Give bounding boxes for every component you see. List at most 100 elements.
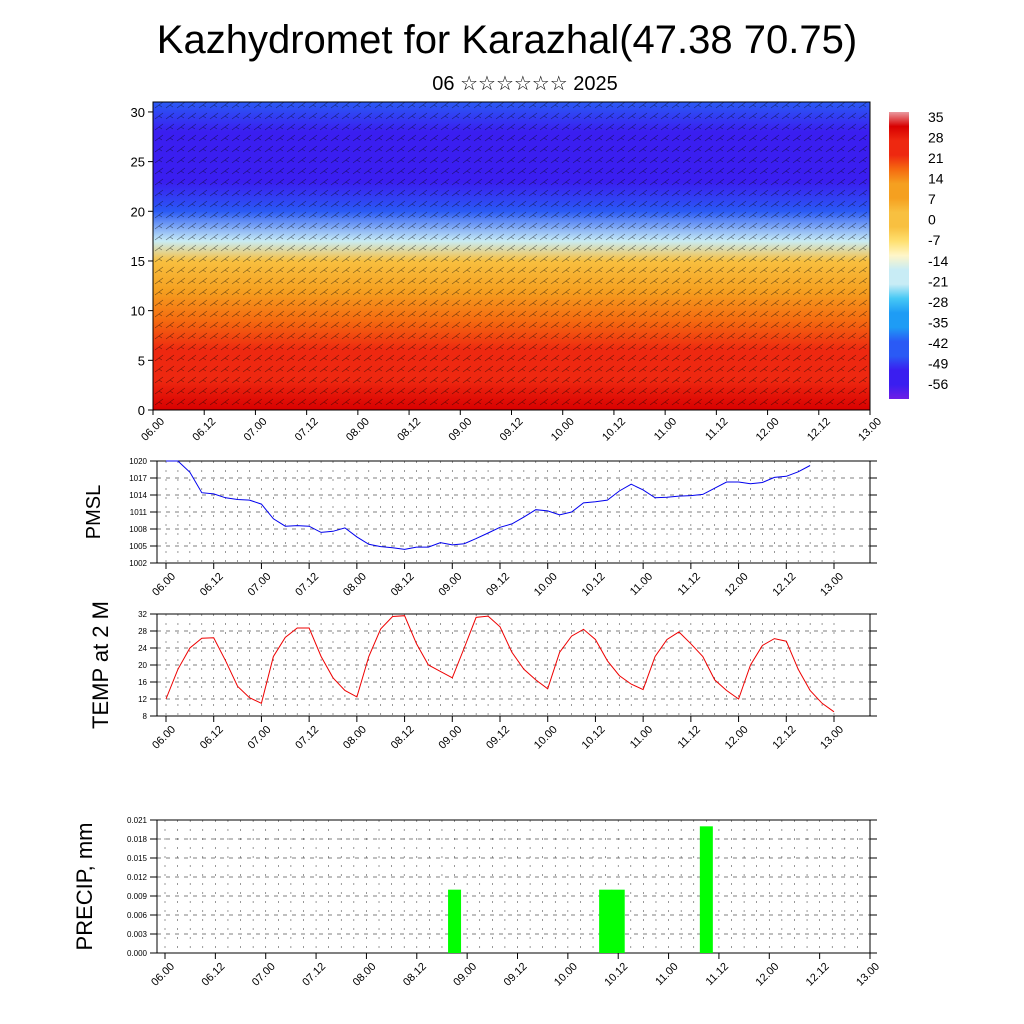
colorbar-ramp xyxy=(889,112,909,399)
colorbar-label: -42 xyxy=(928,335,948,351)
x-tick-label: 09.00 xyxy=(436,724,464,752)
section-y-label: 30 xyxy=(131,105,145,120)
section-x-label: 08.00 xyxy=(344,416,372,444)
precip-bar xyxy=(448,889,462,953)
x-tick-label: 12.12 xyxy=(770,724,798,752)
page-subtitle: 06 ☆☆☆☆☆☆ 2025 xyxy=(432,73,618,95)
x-tick-label: 06.00 xyxy=(150,724,178,752)
x-tick-label: 10.00 xyxy=(552,961,580,989)
pmsl-line xyxy=(166,460,811,550)
y-tick-label: 1011 xyxy=(130,508,148,517)
x-tick-label: 08.12 xyxy=(389,724,417,752)
section-y-label: 20 xyxy=(131,204,145,219)
x-tick-label: 10.00 xyxy=(532,724,560,752)
y-tick-label: 1005 xyxy=(129,542,147,551)
precip-bar xyxy=(599,889,613,953)
x-tick-label: 08.00 xyxy=(341,571,369,599)
x-tick-label: 09.12 xyxy=(484,571,512,599)
precip-bar xyxy=(699,826,713,953)
x-tick-label: 08.00 xyxy=(341,724,369,752)
x-tick-label: 06.00 xyxy=(150,571,178,599)
section-y-label: 25 xyxy=(131,155,145,170)
x-tick-label: 12.00 xyxy=(723,571,751,599)
section-y-label: 0 xyxy=(138,403,145,418)
section-x-label: 06.12 xyxy=(190,416,218,444)
x-tick-label: 07.00 xyxy=(246,571,274,599)
section-y-label: 15 xyxy=(131,254,145,269)
y-tick-label: 24 xyxy=(138,644,147,653)
colorbar-label: -28 xyxy=(928,294,948,310)
section-x-label: 10.12 xyxy=(600,416,628,444)
x-tick-label: 07.12 xyxy=(293,571,321,599)
x-tick-label: 10.00 xyxy=(532,571,560,599)
y-tick-label: 1002 xyxy=(129,559,147,568)
y-tick-label: 0.009 xyxy=(127,892,148,901)
x-tick-label: 09.12 xyxy=(484,724,512,752)
x-tick-label: 11.12 xyxy=(676,724,703,751)
colorbar-label: -49 xyxy=(928,355,948,371)
y-tick-label: 0.015 xyxy=(127,854,148,863)
y-tick-label: 0.021 xyxy=(127,816,148,825)
y-tick-label: 0.006 xyxy=(127,911,148,920)
section-x-label: 11.12 xyxy=(703,416,730,443)
x-tick-label: 07.00 xyxy=(246,724,274,752)
section-x-label: 09.00 xyxy=(446,416,474,444)
section-x-label: 06.00 xyxy=(139,416,167,444)
panel-frame xyxy=(156,460,871,564)
y-tick-label: 1014 xyxy=(129,491,147,500)
y-tick-label: 32 xyxy=(138,610,147,619)
cross-section-panel: 0 5 10 15 20 25 30 06.00 06.12 07.00 07.12 08.00 08.… xyxy=(131,101,884,444)
x-tick-label: 08.12 xyxy=(401,961,429,989)
section-x-label: 13.00 xyxy=(856,416,884,444)
x-tick-label: 11.00 xyxy=(628,571,655,598)
colorbar-label: -21 xyxy=(928,273,948,289)
precip-bar xyxy=(611,889,625,953)
section-y-label: 5 xyxy=(138,353,145,368)
colorbar-label: 7 xyxy=(928,191,936,207)
x-tick-label: 09.00 xyxy=(436,571,464,599)
x-tick-label: 08.12 xyxy=(389,571,417,599)
x-tick-label: 09.12 xyxy=(502,961,530,989)
x-tick-label: 12.12 xyxy=(804,961,832,989)
section-x-label: 07.00 xyxy=(242,416,270,444)
x-tick-label: 06.12 xyxy=(200,961,228,989)
x-tick-label: 06.12 xyxy=(198,571,226,599)
x-tick-label: 13.00 xyxy=(854,961,882,989)
colorbar-label: -35 xyxy=(928,314,948,330)
section-y-label: 10 xyxy=(131,304,145,319)
page-title: Kazhydromet for Karazhal(47.38 70.75) xyxy=(156,18,858,62)
section-x-label: 12.12 xyxy=(805,416,833,444)
colorbar-label: 21 xyxy=(928,150,944,166)
y-tick-label: 0.003 xyxy=(127,930,148,939)
y-axis-label: PRECIP, mm xyxy=(72,823,97,951)
section-x-label: 10.00 xyxy=(549,416,577,444)
y-tick-label: 1020 xyxy=(129,457,147,466)
y-tick-label: 12 xyxy=(138,695,147,704)
y-tick-label: 28 xyxy=(138,627,147,636)
x-tick-label: 12.00 xyxy=(723,724,751,752)
precip-panel: 0.000 0.003 0.006 0.009 0.012 0.015 0.018 0.021… xyxy=(72,816,882,989)
x-tick-label: 13.00 xyxy=(818,571,846,599)
section-x-label: 12.00 xyxy=(754,416,782,444)
section-x-label: 09.12 xyxy=(498,416,526,444)
y-tick-label: 8 xyxy=(143,712,148,721)
colorbar-label: 35 xyxy=(928,109,944,125)
x-tick-label: 07.12 xyxy=(300,961,328,989)
temp-panel: 8 12 16 20 24 28 32 06.00 06.12 07.00 07.12 08.00 08… xyxy=(88,601,877,752)
x-tick-label: 06.12 xyxy=(198,724,226,752)
y-tick-label: 16 xyxy=(138,678,147,687)
x-tick-label: 08.00 xyxy=(351,961,379,989)
pmsl-panel: 1002 1005 1008 1011 1014 1017 1020 06.00 06.12 07… xyxy=(83,457,877,599)
colorbar-label: -56 xyxy=(928,376,948,392)
x-tick-label: 09.00 xyxy=(451,961,479,989)
colorbar-label: -14 xyxy=(928,253,948,269)
section-x-label: 07.12 xyxy=(293,416,321,444)
colorbar-label: 0 xyxy=(928,212,936,228)
y-tick-label: 0.012 xyxy=(127,873,148,882)
y-tick-label: 0.000 xyxy=(127,949,148,958)
temp-line xyxy=(165,615,835,713)
x-tick-label: 07.00 xyxy=(250,961,278,989)
colorbar-label: 28 xyxy=(928,130,944,146)
y-axis-label: TEMP at 2 M xyxy=(88,601,113,729)
